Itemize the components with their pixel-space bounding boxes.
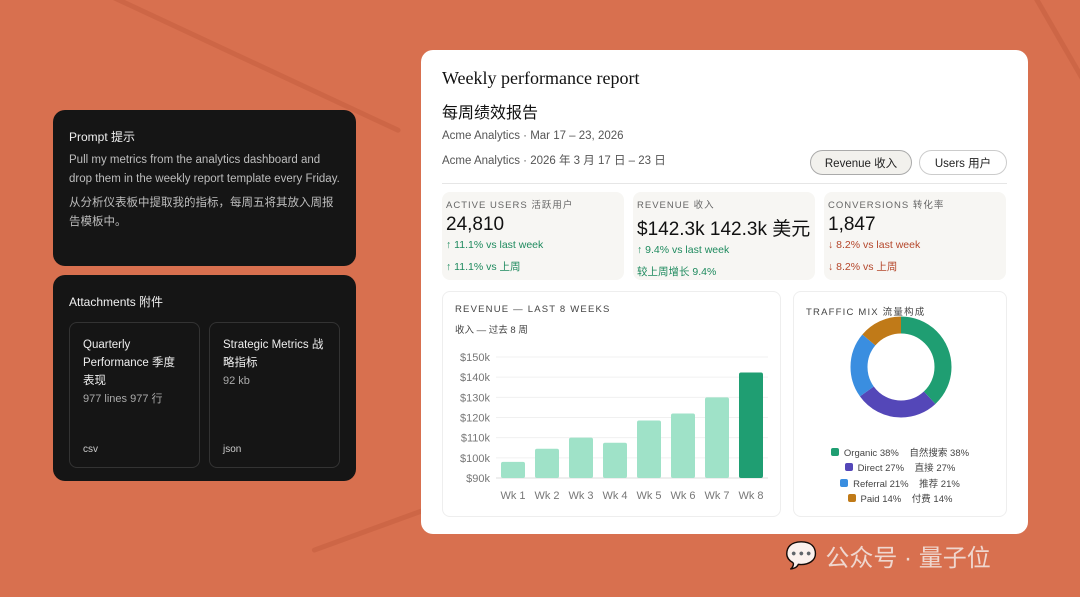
report-title: Weekly performance report (442, 68, 640, 88)
prompt-panel: Prompt 提示 Pull my metrics from the analy… (53, 110, 356, 266)
divider (442, 183, 1007, 184)
legend-label: Referral 21% 推荐 21% (853, 478, 960, 490)
toggle-revenue[interactable]: Revenue 收入 (810, 150, 912, 175)
file-name: Quarterly Performance 季度表现 (83, 339, 176, 387)
kpi-label: CONVERSIONS 转化率 (828, 200, 945, 211)
revenue-bar-chart: $90k $100k $110k $120k $130k $140k $150k Wk 1 Wk… (460, 352, 768, 502)
revenue-chart-panel: REVENUE — LAST 8 WEEKS 收入 — 过去 8 周 $90k $… (442, 291, 781, 517)
legend-swatch (844, 463, 853, 472)
donut-slice (850, 316, 952, 418)
donut-slice (850, 316, 952, 418)
prompt-title: Prompt 提示 (69, 130, 136, 144)
x-tick-label: Wk 1 (500, 490, 525, 502)
file-ext: json (223, 444, 242, 455)
legend-label: Direct 27% 直接 27% (857, 463, 956, 475)
prompt-text-en: Pull my metrics from the analytics dashb… (69, 154, 340, 185)
legend-swatch (830, 447, 839, 456)
wechat-icon: 💬 (785, 540, 818, 570)
bar (637, 420, 661, 478)
y-tick-label: $100k (460, 453, 490, 465)
kpi-value: $142.3k 142.3k 美元 (637, 219, 811, 240)
bar (671, 413, 695, 478)
y-tick-label: $90k (466, 473, 490, 485)
traffic-mix-panel: TRAFFIC MIX 流量构成 Organic 38% 自然搜索 38% Dir… (793, 291, 1007, 517)
bar (569, 437, 593, 478)
chart-legend: Organic 38% 自然搜索 38% Direct 27% 直接 27% Ref… (794, 444, 1006, 506)
y-tick-label: $110k (461, 433, 491, 445)
report-date-zh: Acme Analytics · 2026 年 3 月 17 日 – 23 日 (442, 155, 666, 167)
kpi-label: REVENUE 收入 (637, 200, 715, 211)
report-title-zh: 每周绩效报告 (442, 103, 539, 122)
report-date-en: Acme Analytics · Mar 17 – 23, 2026 (442, 130, 624, 142)
x-tick-label: Wk 7 (704, 490, 729, 502)
bar (501, 461, 525, 478)
x-tick-label: Wk 6 (670, 490, 695, 502)
x-tick-label: Wk 4 (602, 490, 627, 502)
bar (535, 448, 559, 478)
attachments-title: Attachments 附件 (69, 295, 164, 309)
kpi-delta: ↑ 9.4% vs last week (637, 244, 730, 256)
file-meta: 92 kb (223, 375, 250, 387)
prompt-text-zh: 从分析仪表板中提取我的指标，每周五将其放入周报告模板中。 (69, 197, 334, 228)
legend-item: Referral 21% 推荐 21% (794, 475, 1006, 491)
bar (603, 442, 627, 478)
toggle-users[interactable]: Users 用户 (919, 150, 1007, 175)
legend-item: Paid 14% 付费 14% (794, 491, 1006, 507)
file-meta: 977 lines 977 行 (83, 393, 163, 405)
legend-item: Direct 27% 直接 27% (794, 460, 1006, 476)
donut-slice (850, 316, 952, 418)
watermark-text: 公众号 · 量子位 (825, 545, 991, 572)
file-name: Strategic Metrics 战略指标 (223, 339, 324, 369)
attachment-file[interactable]: Quarterly Performance 季度表现 977 lines 977… (69, 322, 200, 468)
report-card: Weekly performance report 每周绩效报告 Acme An… (421, 50, 1028, 534)
kpi-label: ACTIVE USERS 活跃用户 (446, 200, 574, 211)
attachments-panel: Attachments 附件 Quarterly Performance 季度表… (53, 275, 356, 481)
bar (705, 397, 729, 478)
kpi-value: 24,810 (446, 214, 505, 235)
kpi-delta-zh: ↓ 8.2% vs 上周 (828, 261, 898, 273)
chart-title: TRAFFIC MIX 流量构成 (806, 307, 926, 318)
kpi-active-users: ACTIVE USERS 活跃用户 24,810 ↑ 11.1% vs last… (442, 192, 624, 280)
kpi-revenue: REVENUE 收入 $142.3k 142.3k 美元 ↑ 9.4% vs l… (633, 192, 815, 280)
watermark: 💬 公众号 · 量子位 (785, 538, 991, 573)
kpi-delta-zh: ↑ 11.1% vs 上周 (446, 261, 521, 273)
x-tick-label: Wk 5 (636, 490, 661, 502)
attachment-file[interactable]: Strategic Metrics 战略指标 92 kb json (209, 322, 340, 468)
bar (739, 372, 763, 478)
y-tick-label: $130k (460, 392, 490, 404)
legend-label: Organic 38% 自然搜索 38% (843, 447, 970, 459)
x-tick-label: Wk 3 (568, 490, 593, 502)
kpi-value: 1,847 (828, 214, 876, 235)
file-ext: csv (83, 444, 98, 455)
legend-swatch (840, 478, 849, 487)
legend-swatch (847, 494, 856, 503)
traffic-donut-chart (850, 316, 952, 418)
chart-subtitle: 收入 — 过去 8 周 (455, 325, 528, 336)
kpi-delta: ↑ 11.1% vs last week (446, 239, 544, 251)
y-tick-label: $150k (460, 352, 490, 364)
kpi-conversions: CONVERSIONS 转化率 1,847 ↓ 8.2% vs last wee… (824, 192, 1006, 280)
legend-label: Paid 14% 付费 14% (860, 494, 953, 506)
x-tick-label: Wk 8 (738, 490, 763, 502)
x-tick-label: Wk 2 (534, 490, 559, 502)
legend-item: Organic 38% 自然搜索 38% (794, 444, 1006, 460)
y-tick-label: $120k (460, 413, 490, 425)
y-tick-label: $140k (460, 372, 490, 384)
chart-title: REVENUE — LAST 8 WEEKS (455, 304, 611, 315)
kpi-delta-zh: 较上周增长 9.4% (637, 266, 717, 278)
kpi-delta: ↓ 8.2% vs last week (828, 239, 921, 251)
